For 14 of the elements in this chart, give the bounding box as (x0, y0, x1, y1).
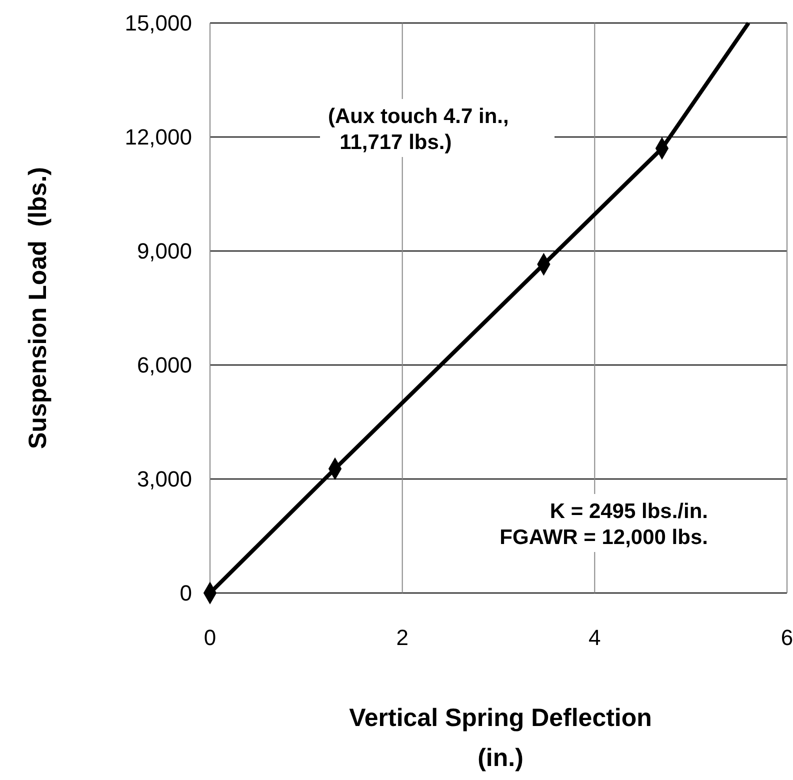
x-axis-title: Vertical Spring Deflection (in.) (349, 704, 652, 772)
y-tick-label: 6,000 (136, 352, 192, 378)
x-tick-label: 6 (780, 625, 793, 650)
annotation: K = 2495 lbs./in. FGAWR = 12,000 lbs. (500, 500, 708, 549)
annotation: (Aux touch 4.7 in., 11,717 lbs.) (328, 105, 509, 154)
x-tick-label: 2 (396, 625, 408, 650)
y-tick-label: 0 (180, 580, 192, 606)
x-tick-label: 0 (204, 625, 216, 650)
y-axis-title: Suspension Load (lbs.) (24, 167, 52, 449)
y-tick-label: 9,000 (136, 238, 192, 264)
x-tick-label: 4 (588, 625, 601, 650)
y-tick-label: 3,000 (136, 466, 192, 492)
y-tick-label: 12,000 (124, 124, 192, 150)
y-tick-label: 15,000 (124, 10, 192, 36)
